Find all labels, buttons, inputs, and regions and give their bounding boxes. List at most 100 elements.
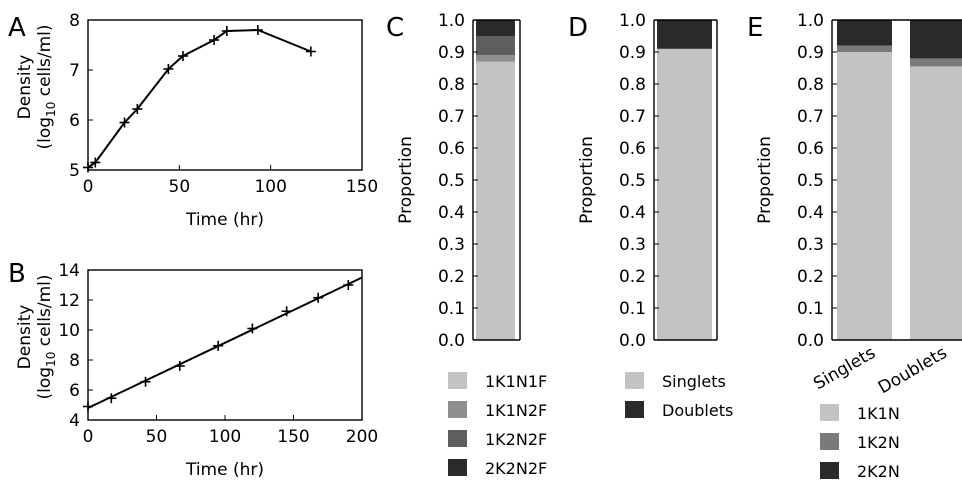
bar-segment — [837, 45, 892, 52]
y-tick-label: 0.9 — [438, 43, 465, 63]
y-units-prefix: (log — [35, 117, 55, 150]
data-point — [305, 46, 316, 57]
x-category-label: Doublets — [875, 343, 951, 398]
panel-label: D — [568, 13, 588, 43]
y-tick-label: 0.7 — [619, 107, 646, 127]
data-point — [140, 376, 151, 387]
panel-label: C — [386, 13, 404, 43]
bar-segment — [837, 20, 892, 46]
y-tick-label: 0.4 — [619, 203, 646, 223]
y-tick-label: 0.8 — [438, 75, 465, 95]
data-point — [213, 340, 224, 351]
panel-A: A 0 50 100 150 5 6 7 8 Time (hr) Density(log10 cel… — [8, 11, 378, 230]
data-point — [221, 26, 232, 36]
legend-entry: 2K2N — [857, 462, 900, 481]
y-tick-label: 0.4 — [438, 203, 465, 223]
data-point — [83, 401, 93, 412]
data-point — [252, 25, 263, 35]
y-tick-label: 0.2 — [619, 267, 646, 287]
legend-entry: Doublets — [662, 401, 733, 420]
y-tick-label: 0.9 — [797, 43, 824, 63]
y-tick-label: 10 — [58, 321, 80, 341]
legend-swatch — [625, 401, 644, 418]
panel-label: E — [747, 13, 763, 43]
y-tick-label: 1.0 — [438, 11, 465, 31]
y-units-suffix: cells/ml) — [35, 275, 55, 352]
panel-label: B — [8, 259, 26, 289]
y-axis-label: Density — [15, 55, 35, 120]
legend-swatch — [448, 372, 467, 389]
plot-frame — [87, 19, 363, 171]
y-tick-label: 0.5 — [797, 171, 824, 191]
data-point — [163, 64, 174, 74]
x-tick-label: 100 — [254, 177, 286, 197]
data-point — [281, 306, 292, 317]
y-tick-label: 0.3 — [797, 235, 824, 255]
y-axis-label: Proportion — [396, 136, 416, 224]
y-axis-label: Density — [15, 305, 35, 370]
legend-entry: 1K1N — [857, 404, 900, 423]
legend-entry: 1K2N2F — [485, 430, 547, 449]
y-tick-label: 0.3 — [619, 235, 646, 255]
x-tick-label: 200 — [346, 427, 378, 447]
y-tick-label: 0.0 — [797, 331, 824, 351]
y-axis-label: Proportion — [755, 136, 775, 224]
data-point — [177, 51, 188, 61]
x-axis-label: Time (hr) — [185, 460, 264, 480]
y-axis-label-units: (log10 cells/ml) — [35, 275, 58, 400]
y-units-subscript: 10 — [44, 352, 58, 367]
y-tick-label: 0.5 — [438, 171, 465, 191]
y-tick-label: 14 — [58, 261, 80, 281]
y-tick-label: 0.0 — [438, 331, 465, 351]
y-tick-label: 0.5 — [619, 171, 646, 191]
x-tick-label: 150 — [277, 427, 309, 447]
y-tick-label: 6 — [69, 111, 80, 131]
y-tick-label: 6 — [69, 381, 80, 401]
data-point — [313, 292, 324, 303]
y-tick-label: 1.0 — [619, 11, 646, 31]
y-tick-label: 0.6 — [797, 139, 824, 159]
x-tick-label: 0 — [83, 177, 94, 197]
data-point — [343, 280, 354, 290]
data-point — [132, 104, 143, 114]
panel-label: A — [8, 13, 26, 43]
y-tick-label: 12 — [58, 291, 80, 311]
bar-segment — [910, 20, 962, 59]
y-tick-label: 0.7 — [438, 107, 465, 127]
x-tick-label: 100 — [209, 427, 241, 447]
y-tick-label: 7 — [69, 61, 80, 81]
bar-segment — [657, 48, 712, 341]
y-units-suffix: cells/ml) — [35, 25, 55, 102]
bar-segment — [910, 66, 962, 341]
y-units-subscript: 10 — [44, 102, 58, 117]
legend-swatch — [820, 404, 839, 421]
bar-segment — [657, 20, 712, 49]
bar-segment — [476, 61, 515, 340]
bar-segment — [476, 55, 515, 62]
legend-swatch — [820, 433, 839, 450]
y-tick-label: 0.6 — [619, 139, 646, 159]
bar-segment — [476, 20, 515, 36]
y-axis-label: Proportion — [577, 136, 597, 224]
y-tick-label: 0.8 — [619, 75, 646, 95]
y-tick-label: 0.0 — [619, 331, 646, 351]
data-point — [119, 117, 130, 128]
bar-segment — [837, 52, 892, 340]
fit-line — [87, 276, 363, 409]
y-tick-label: 0.1 — [438, 299, 465, 319]
data-point — [174, 361, 185, 371]
panel-C: C 0.0 0.1 0.2 0.3 0.4 0.5 0.6 0.7 0.8 0.9 1.0 Propor… — [386, 11, 547, 478]
legend-swatch — [448, 459, 467, 476]
y-tick-label: 0.1 — [797, 299, 824, 319]
data-point — [90, 157, 101, 168]
x-tick-label: 0 — [83, 427, 94, 447]
legend-entry: 1K1N1F — [485, 372, 547, 391]
y-tick-label: 0.7 — [797, 107, 824, 127]
y-tick-label: 5 — [69, 161, 80, 181]
y-units-prefix: (log — [35, 367, 55, 400]
y-tick-label: 0.2 — [438, 267, 465, 287]
panel-B: B 0 50 100 150 200 4 6 8 10 12 14 Time (hr) Density(l… — [8, 259, 378, 480]
data-point — [247, 323, 258, 334]
bar-segment — [476, 36, 515, 56]
